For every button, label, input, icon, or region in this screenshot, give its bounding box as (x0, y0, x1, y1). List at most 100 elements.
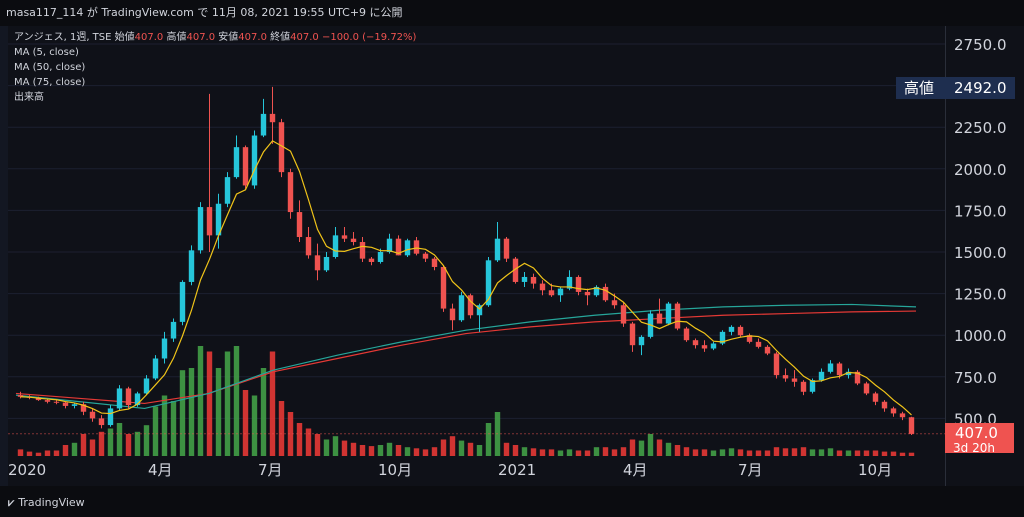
candle-body (791, 378, 798, 382)
volume-bar (269, 351, 276, 456)
volume-bar (206, 351, 213, 456)
candle-body (521, 276, 528, 282)
legend-ma75[interactable]: MA (75, close) (14, 77, 86, 88)
volume-bar (665, 442, 672, 456)
volume-bar (260, 368, 267, 456)
volume-bar (251, 395, 258, 456)
volume-bar (620, 447, 627, 456)
volume-bar (566, 449, 573, 456)
volume-bar (413, 448, 420, 456)
legend-ma50[interactable]: MA (50, close) (14, 62, 86, 73)
candle-body (746, 335, 753, 342)
candle-body (674, 303, 681, 329)
volume-bar (179, 370, 186, 456)
candlestick-chart[interactable] (8, 26, 945, 456)
candle-body (710, 343, 717, 349)
candle-body (377, 252, 384, 262)
candle-body (53, 401, 60, 403)
candle-body (863, 383, 870, 394)
volume-bar (62, 445, 69, 456)
volume-bar (386, 442, 393, 456)
candle-body (593, 286, 600, 296)
candle-body (251, 135, 258, 186)
last-price-tag: 407.0 3d 20h (945, 423, 1014, 453)
ma50-line (15, 303, 917, 410)
low-label: 安値 (218, 32, 239, 43)
tradingview-logo[interactable]: ⩗ TradingView (8, 496, 85, 510)
volume-bar (188, 368, 195, 456)
legend: アンジェス, 1週, TSE 始値407.0 高値407.0 安値407.0 終… (14, 30, 416, 105)
volume-bar (305, 428, 312, 456)
candle-body (683, 328, 690, 341)
legend-ma5[interactable]: MA (5, close) (14, 47, 79, 58)
volume-bar (782, 448, 789, 456)
candle-body (872, 393, 879, 402)
volume-bar (224, 351, 231, 456)
y-tick-label: 1000.0 (954, 327, 1007, 345)
candle-body (125, 388, 132, 406)
candle-body (656, 313, 663, 324)
candle-body (530, 276, 537, 284)
candle-body (818, 371, 825, 381)
candle-body (269, 113, 276, 123)
candle-body (179, 281, 186, 322)
candle-body (197, 207, 204, 251)
x-tick-label: 4月 (148, 461, 173, 479)
volume-bar (395, 445, 402, 456)
candle-body (737, 326, 744, 336)
x-tick-label: 10月 (378, 461, 412, 479)
candle-body (143, 378, 150, 394)
volume-bar (170, 401, 177, 456)
volume-bar (107, 428, 114, 456)
legend-volume[interactable]: 出来高 (14, 92, 44, 103)
volume-bar (818, 449, 825, 456)
volume-bar (800, 447, 807, 456)
time-axis[interactable]: 2020 4月 7月 10月 2021 4月 7月 10月 (8, 456, 945, 486)
candle-body (17, 395, 24, 397)
candle-body (458, 295, 465, 321)
candle-body (44, 400, 51, 402)
volume-bar (17, 449, 24, 456)
high-marker-label: 高値 (904, 79, 935, 97)
candle-body (584, 291, 591, 296)
candle-body (485, 260, 492, 306)
countdown: 3d 20h (953, 443, 995, 453)
volume-bar (737, 449, 744, 456)
volume-bar (602, 447, 609, 456)
candle-body (827, 363, 834, 372)
legend-ohlc-row: アンジェス, 1週, TSE 始値407.0 高値407.0 安値407.0 終… (14, 30, 416, 45)
candle-body (620, 305, 627, 324)
volume-bar (845, 450, 852, 456)
volume-bar (899, 452, 906, 456)
candle-body (881, 401, 888, 409)
last-price-value: 407.0 (955, 424, 998, 442)
candle-body (494, 238, 501, 261)
price-pane[interactable] (8, 26, 945, 456)
volume-bar (350, 442, 357, 456)
candle-body (422, 253, 429, 259)
close-label: 終値 (270, 32, 291, 43)
symbol-label[interactable]: アンジェス, 1週, TSE (14, 32, 112, 43)
candle-body (62, 402, 69, 406)
volume-bar (377, 445, 384, 456)
volume-bar (503, 442, 510, 456)
candle-body (350, 238, 357, 243)
volume-bar (53, 450, 60, 456)
candle-body (845, 371, 852, 376)
volume-bar (539, 449, 546, 456)
volume-bar (44, 450, 51, 456)
candle-body (503, 238, 510, 259)
candle-body (152, 358, 159, 379)
candle-body (98, 418, 105, 426)
y-tick-label: 1500.0 (954, 244, 1007, 262)
candle-body (836, 363, 843, 376)
candle-body (782, 375, 789, 379)
candle-body (449, 308, 456, 321)
candle-body (296, 212, 303, 238)
candle-body (575, 276, 582, 292)
volume-bar (863, 450, 870, 456)
candle-body (404, 240, 411, 256)
volume-bar (692, 449, 699, 456)
volume-bar (359, 445, 366, 456)
candle-body (413, 240, 420, 254)
